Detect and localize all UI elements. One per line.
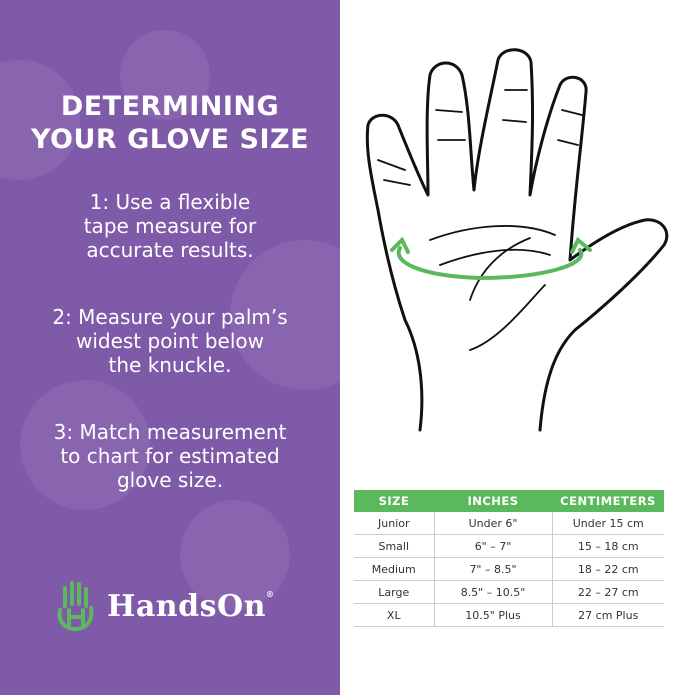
brand-name: HandsOn® (107, 589, 274, 624)
header-size: SIZE (354, 490, 434, 512)
cell-centimeters: 15 – 18 cm (552, 534, 664, 558)
cell-inches: 7" – 8.5" (434, 557, 553, 581)
cell-size: Large (354, 580, 435, 604)
table-row: Small 6" – 7" 15 – 18 cm (354, 534, 664, 558)
registered-mark: ® (265, 588, 275, 599)
size-chart-table: SIZE INCHES CENTIMETERS Junior Under 6" Un… (354, 490, 664, 627)
table-header-row: SIZE INCHES CENTIMETERS (354, 490, 664, 512)
cell-size: XL (354, 603, 435, 627)
table-row: XL 10.5" Plus 27 cm Plus (354, 603, 664, 627)
cell-centimeters: 27 cm Plus (552, 603, 664, 627)
instructions-panel: DETERMINING YOUR GLOVE SIZE 1: Use a fle… (0, 0, 340, 695)
cell-inches: 6" – 7" (434, 534, 553, 558)
table-row: Medium 7" – 8.5" 18 – 22 cm (354, 557, 664, 581)
page-title: DETERMINING YOUR GLOVE SIZE (0, 90, 340, 156)
cell-inches: 10.5" Plus (434, 603, 553, 627)
header-inches: INCHES (434, 490, 552, 512)
title-line: YOUR GLOVE SIZE (30, 124, 310, 155)
step-line: glove size. (116, 468, 224, 492)
step-3: 3: Match measurement to chart for estima… (0, 420, 340, 492)
step-line: 3: Match measurement (53, 420, 287, 444)
palm-lines-icon (377, 89, 583, 351)
decor-bubble (120, 30, 210, 120)
brand-text: HandsOn (107, 588, 266, 624)
step-line: the knuckle. (108, 353, 232, 377)
step-line: accurate results. (86, 238, 254, 262)
header-centimeters: CENTIMETERS (552, 490, 664, 512)
decor-bubble (20, 380, 150, 510)
brand-logo: HandsOn® (55, 580, 274, 632)
measuring-tape-arrow-icon (390, 236, 592, 281)
cell-size: Medium (354, 557, 435, 581)
hand-logo-icon (57, 581, 94, 632)
hand-outline-icon (365, 48, 669, 432)
step-line: widest point below (75, 329, 265, 353)
step-line: 1: Use a flexible (89, 190, 251, 214)
cell-centimeters: 22 – 27 cm (552, 580, 664, 604)
decor-bubble (180, 500, 290, 610)
hand-measurement-illustration (365, 48, 669, 432)
cell-size: Junior (354, 512, 435, 535)
step-1: 1: Use a flexible tape measure for accur… (0, 190, 340, 262)
step-line: to chart for estimated (60, 444, 280, 468)
title-line: DETERMINING (60, 91, 280, 122)
step-line: 2: Measure your palm’s (52, 305, 288, 329)
cell-inches: 8.5" – 10.5" (434, 580, 553, 604)
cell-size: Small (354, 534, 435, 558)
table-row: Large 8.5" – 10.5" 22 – 27 cm (354, 580, 664, 604)
cell-centimeters: 18 – 22 cm (552, 557, 664, 581)
table-row: Junior Under 6" Under 15 cm (354, 512, 664, 535)
step-line: tape measure for (83, 214, 257, 238)
cell-centimeters: Under 15 cm (552, 512, 664, 535)
decor-bubble (230, 240, 340, 390)
cell-inches: Under 6" (434, 512, 553, 535)
step-2: 2: Measure your palm’s widest point belo… (0, 305, 340, 377)
